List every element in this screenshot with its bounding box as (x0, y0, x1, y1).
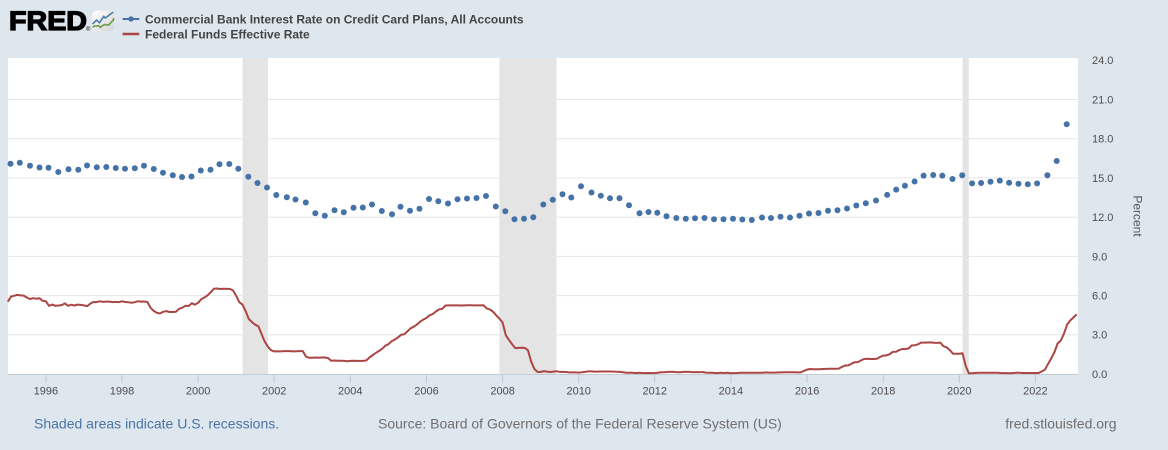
svg-text:1998: 1998 (110, 386, 134, 398)
svg-text:2016: 2016 (795, 386, 819, 398)
svg-text:2022: 2022 (1023, 386, 1047, 398)
svg-text:Shaded areas indicate U.S. rec: Shaded areas indicate U.S. recessions. (34, 416, 279, 432)
svg-text:Source: Board of Governors of: Source: Board of Governors of the Federa… (378, 416, 782, 432)
svg-text:Federal Funds Effective Rate: Federal Funds Effective Rate (145, 27, 310, 41)
svg-text:2020: 2020 (947, 386, 971, 398)
svg-text:18.0: 18.0 (1092, 134, 1113, 146)
svg-text:2008: 2008 (490, 386, 514, 398)
svg-text:3.0: 3.0 (1092, 330, 1107, 342)
svg-text:2018: 2018 (871, 386, 895, 398)
svg-text:2006: 2006 (414, 386, 438, 398)
svg-text:®: ® (86, 26, 91, 33)
svg-text:2000: 2000 (186, 386, 210, 398)
svg-text:6.0: 6.0 (1092, 291, 1107, 303)
svg-text:2012: 2012 (643, 386, 667, 398)
svg-text:0.0: 0.0 (1092, 369, 1107, 381)
svg-text:2010: 2010 (566, 386, 590, 398)
svg-text:21.0: 21.0 (1092, 94, 1113, 106)
svg-text:2004: 2004 (338, 386, 362, 398)
svg-text:1996: 1996 (34, 386, 58, 398)
svg-text:2014: 2014 (719, 386, 743, 398)
svg-text:15.0: 15.0 (1092, 173, 1113, 185)
svg-text:fred.stlouisfed.org: fred.stlouisfed.org (1005, 416, 1116, 432)
svg-text:FRED: FRED (9, 6, 87, 36)
svg-text:Percent: Percent (1131, 195, 1145, 237)
svg-text:2002: 2002 (262, 386, 286, 398)
svg-text:12.0: 12.0 (1092, 212, 1113, 224)
svg-text:Commercial Bank Interest Rate: Commercial Bank Interest Rate on Credit … (145, 12, 524, 26)
svg-text:9.0: 9.0 (1092, 251, 1107, 263)
svg-text:24.0: 24.0 (1092, 55, 1113, 67)
